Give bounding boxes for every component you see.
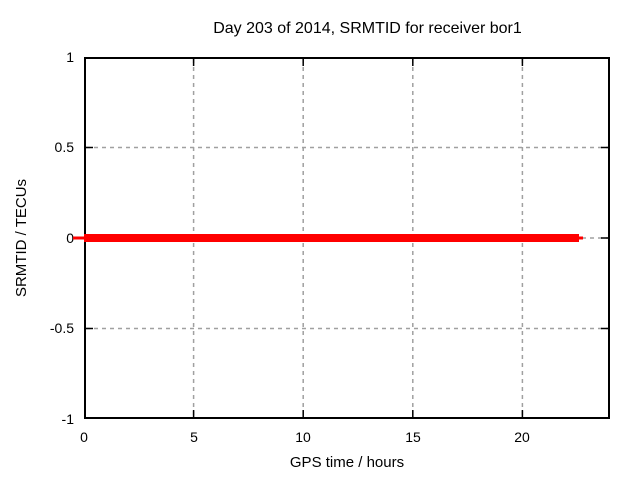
x-tick-label: 20 — [514, 429, 530, 445]
x-tick-label: 15 — [405, 429, 421, 445]
x-tick-label: 0 — [80, 429, 88, 445]
tick-marks — [86, 59, 608, 417]
plot-area — [73, 57, 610, 419]
x-tick-label: 5 — [190, 429, 198, 445]
y-tick-label: 0 — [66, 230, 74, 246]
x-axis-label: GPS time / hours — [289, 454, 405, 471]
y-tick-label: -1 — [61, 411, 74, 427]
chart-title: Day 203 of 2014, SRMTID for receiver bor… — [213, 20, 522, 37]
x-tick-label: 10 — [295, 429, 311, 445]
y-tick-label: 0.5 — [54, 139, 74, 155]
y-tick-label: -0.5 — [49, 320, 74, 336]
y-tick-label: 1 — [66, 49, 74, 65]
